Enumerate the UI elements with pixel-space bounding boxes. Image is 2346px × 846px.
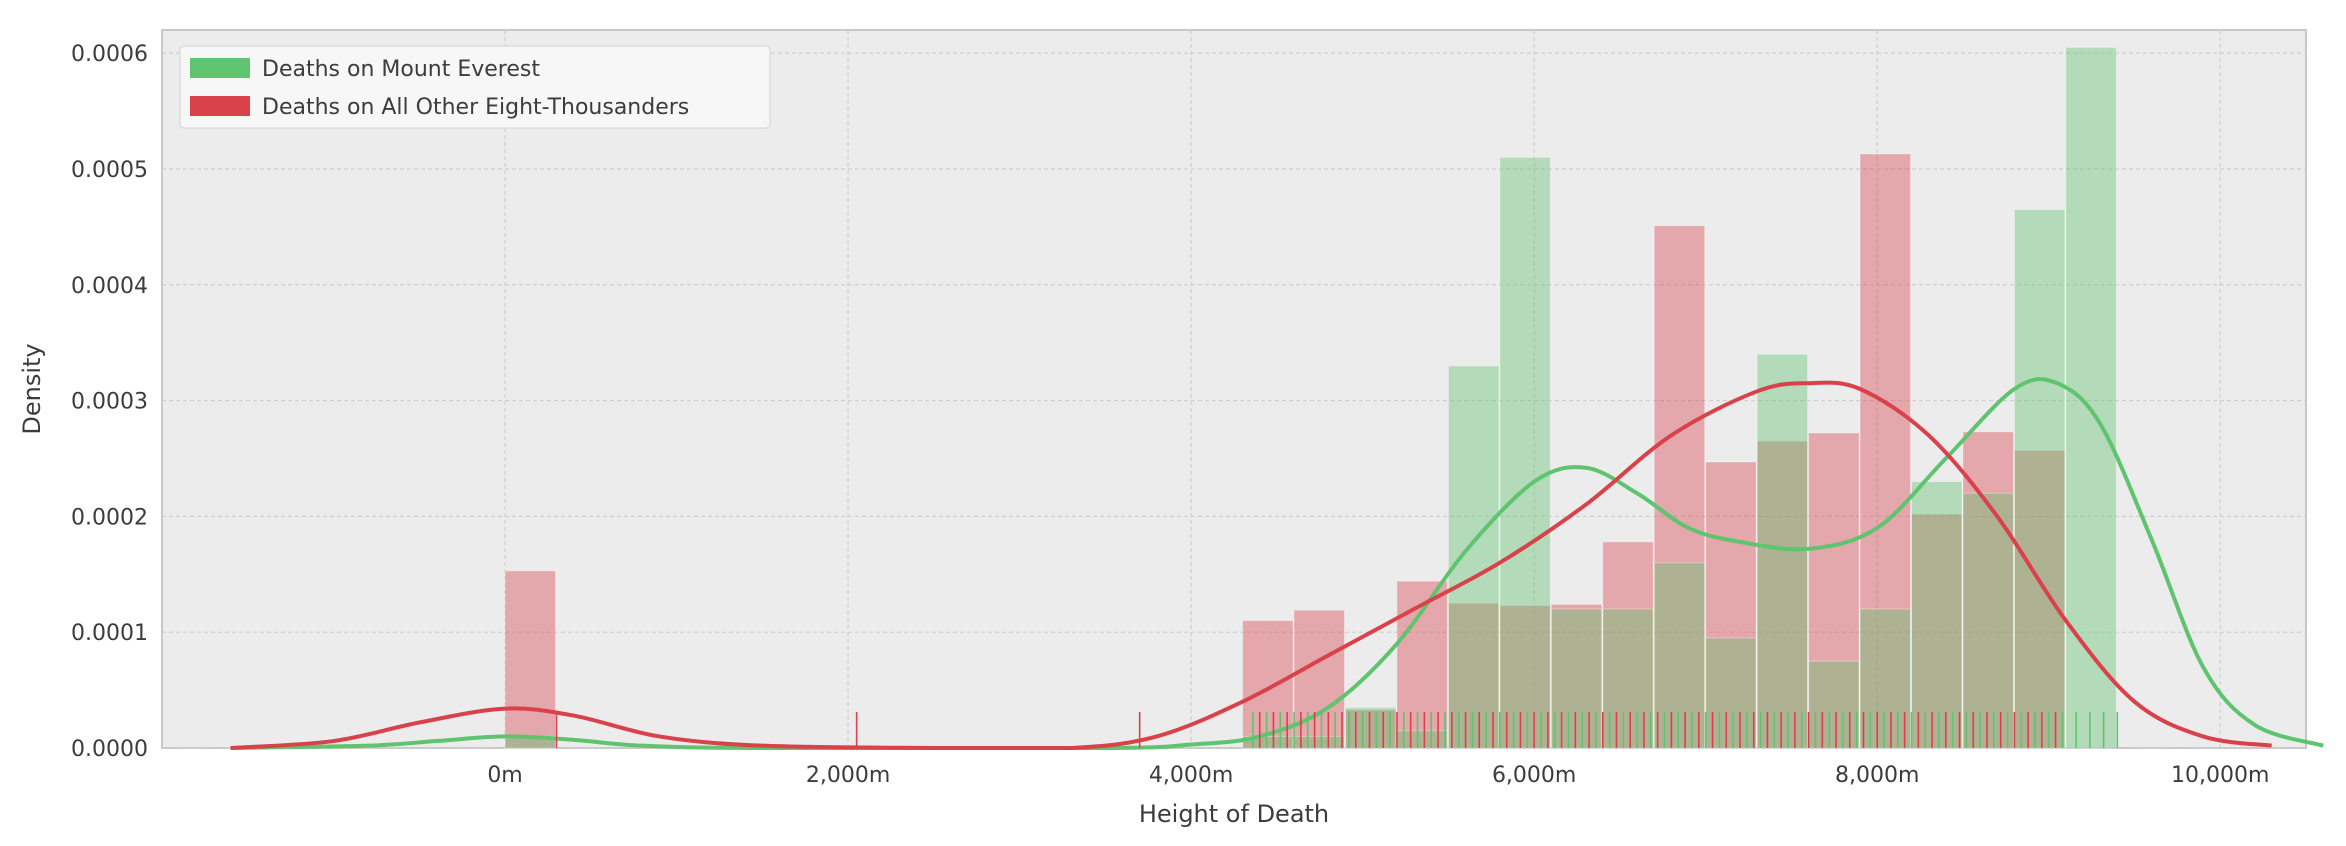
everest-bar	[1550, 608, 1603, 749]
other-bar	[1602, 541, 1654, 749]
everest-bar	[1447, 365, 1500, 749]
y-tick-label: 0.0002	[71, 505, 148, 530]
x-tick-labels: 0m 2,000m 4,000m 6,000m 8,000m 10,000m	[487, 763, 2269, 788]
x-tick-label: 10,000m	[2171, 763, 2269, 788]
y-tick-label: 0.0000	[71, 737, 148, 762]
plot-background	[161, 29, 2307, 749]
other-bar	[1808, 432, 1860, 749]
everest-bar	[1859, 608, 1912, 749]
other-bar	[1705, 461, 1757, 749]
x-tick-label: 8,000m	[1835, 763, 1919, 788]
legend-swatch-everest	[190, 58, 250, 78]
other-bar	[1859, 153, 1912, 749]
everest-bar	[1962, 492, 2014, 749]
y-tick-label: 0.0005	[71, 158, 148, 183]
other-bar	[1756, 440, 1809, 749]
legend-label-other: Deaths on All Other Eight-Thousanders	[262, 95, 689, 120]
legend: Deaths on Mount Everest Deaths on All Ot…	[179, 45, 771, 129]
other-bar	[1344, 709, 1397, 749]
x-tick-label: 2,000m	[806, 763, 890, 788]
other-bar	[1550, 603, 1603, 749]
everest-bar	[1242, 735, 1294, 749]
other-bar	[1396, 580, 1448, 749]
y-tick-labels: 0.0000 0.0001 0.0002 0.0003 0.0004 0.0005 0.00…	[71, 42, 148, 762]
everest-bar	[2065, 46, 2117, 749]
everest-bar	[1344, 706, 1397, 749]
rug-marks	[555, 712, 2119, 748]
other-bar	[1653, 225, 1706, 749]
other-bar	[2013, 449, 2066, 749]
y-tick-label: 0.0004	[71, 274, 148, 299]
grid	[162, 30, 2306, 749]
y-axis-title: Density	[18, 343, 46, 434]
histogram-bars	[504, 46, 2117, 749]
kde-curves	[230, 377, 2324, 751]
y-tick-label: 0.0003	[71, 390, 148, 415]
other-bar	[1242, 620, 1294, 749]
everest-bar	[1653, 562, 1706, 749]
other-bar	[1499, 605, 1551, 749]
kde-curve-other	[230, 380, 2272, 751]
other-bar	[1911, 513, 1963, 749]
kde-curve-everest	[230, 377, 2324, 751]
everest-bar	[1602, 608, 1654, 749]
x-tick-label: 0m	[487, 763, 522, 788]
other-bar	[504, 570, 556, 749]
x-tick-label: 6,000m	[1492, 763, 1576, 788]
legend-swatch-other	[190, 96, 250, 116]
y-tick-label: 0.0001	[71, 621, 148, 646]
x-axis-title: Height of Death	[1139, 800, 1329, 828]
everest-bar	[1499, 156, 1551, 749]
legend-label-everest: Deaths on Mount Everest	[262, 57, 540, 82]
y-tick-label: 0.0006	[71, 42, 148, 67]
x-tick-label: 4,000m	[1149, 763, 1233, 788]
everest-bar	[1705, 637, 1757, 749]
other-bar	[1447, 602, 1500, 749]
everest-bar	[1911, 481, 1963, 749]
everest-bar	[1808, 660, 1860, 749]
everest-bar	[2013, 209, 2066, 749]
legend-box	[179, 45, 771, 129]
other-bar	[1293, 609, 1345, 749]
